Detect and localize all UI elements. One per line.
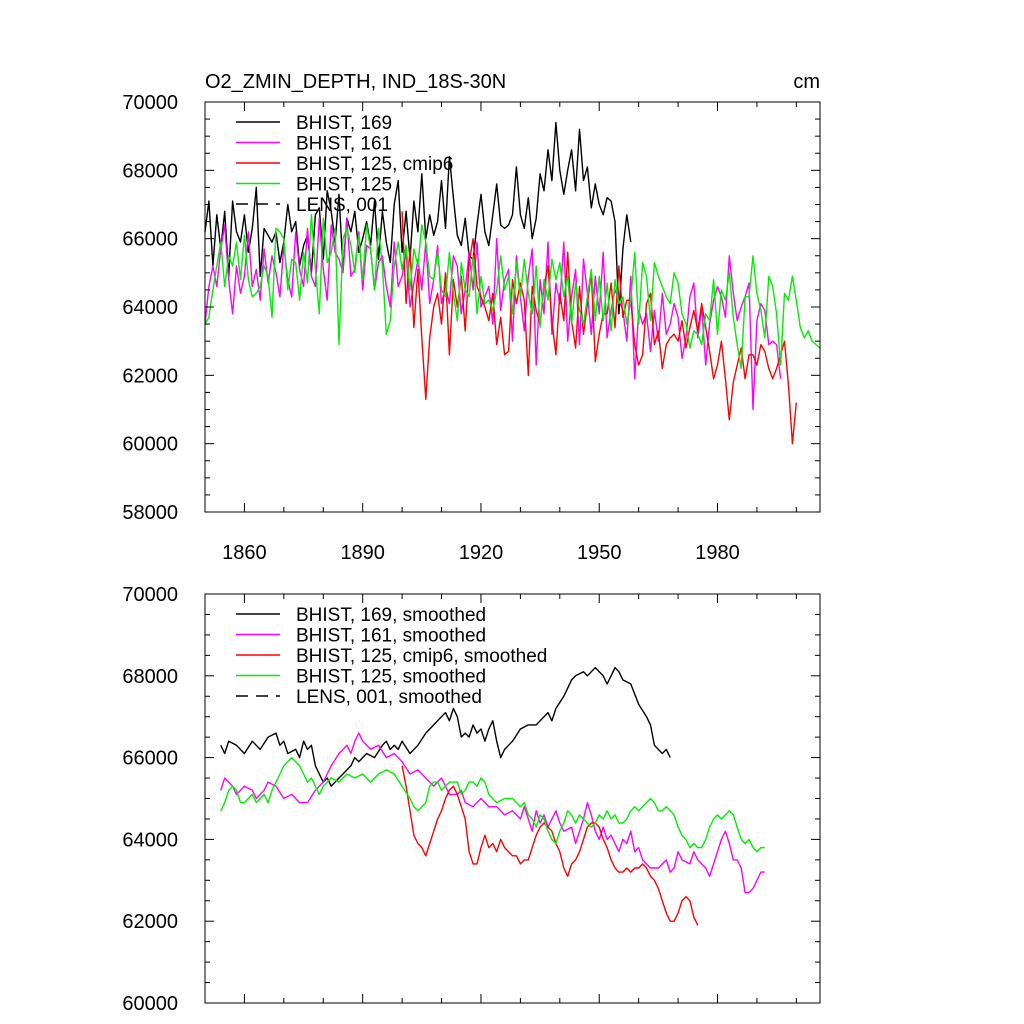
x-tick-label: 1890: [340, 542, 385, 564]
legend-label: BHIST, 169: [296, 113, 392, 134]
y-tick-label: 62000: [122, 365, 178, 387]
y-tick-label: 58000: [122, 502, 178, 524]
y-tick-label: 70000: [122, 584, 178, 606]
legend-label: BHIST, 161, smoothed: [296, 626, 486, 647]
y-tick-label: 60000: [122, 993, 178, 1015]
y-tick-label: 66000: [122, 229, 178, 251]
units-label: cm: [793, 71, 820, 93]
series-line-2: [401, 765, 699, 926]
series-line-3: [220, 756, 765, 853]
legend-label: LENS, 001: [296, 195, 388, 216]
series-line-1: [204, 217, 782, 411]
legend-label: BHIST, 169, smoothed: [296, 605, 486, 626]
x-tick-label: 1980: [695, 542, 740, 564]
y-tick-label: 66000: [122, 748, 178, 770]
x-tick-label: 1950: [577, 542, 622, 564]
y-tick-label: 64000: [122, 297, 178, 319]
legend-label: LENS, 001, smoothed: [296, 687, 482, 708]
y-tick-label: 64000: [122, 829, 178, 851]
y-tick-label: 68000: [122, 160, 178, 182]
y-tick-label: 68000: [122, 666, 178, 688]
bottom-panel: 60000 62000 64000 66000 68000 70000 BHIST, 169…: [122, 584, 821, 1015]
legend-label: BHIST, 125: [296, 175, 392, 196]
legend-label: BHIST, 125, cmip6, smoothed: [296, 646, 547, 667]
x-tick-label: 1920: [459, 542, 504, 564]
y-tick-label: 70000: [122, 92, 178, 114]
y-tick-label: 60000: [122, 434, 178, 456]
series-line-3: [204, 214, 821, 370]
legend-label: BHIST, 125, cmip6: [296, 154, 453, 175]
x-tick-label: 1860: [222, 542, 267, 564]
y-tick-label: 62000: [122, 911, 178, 933]
legend-label: BHIST, 161: [296, 134, 392, 155]
chart-title: O2_ZMIN_DEPTH, IND_18S-30N: [205, 71, 506, 93]
legend-label: BHIST, 125, smoothed: [296, 667, 486, 688]
top-panel: 58000 60000 62000 64000 66000 68000 70000 1860 1…: [122, 71, 821, 564]
series-line-1: [220, 732, 765, 894]
series-line-0: [220, 666, 671, 787]
series-line-2: [401, 211, 797, 445]
